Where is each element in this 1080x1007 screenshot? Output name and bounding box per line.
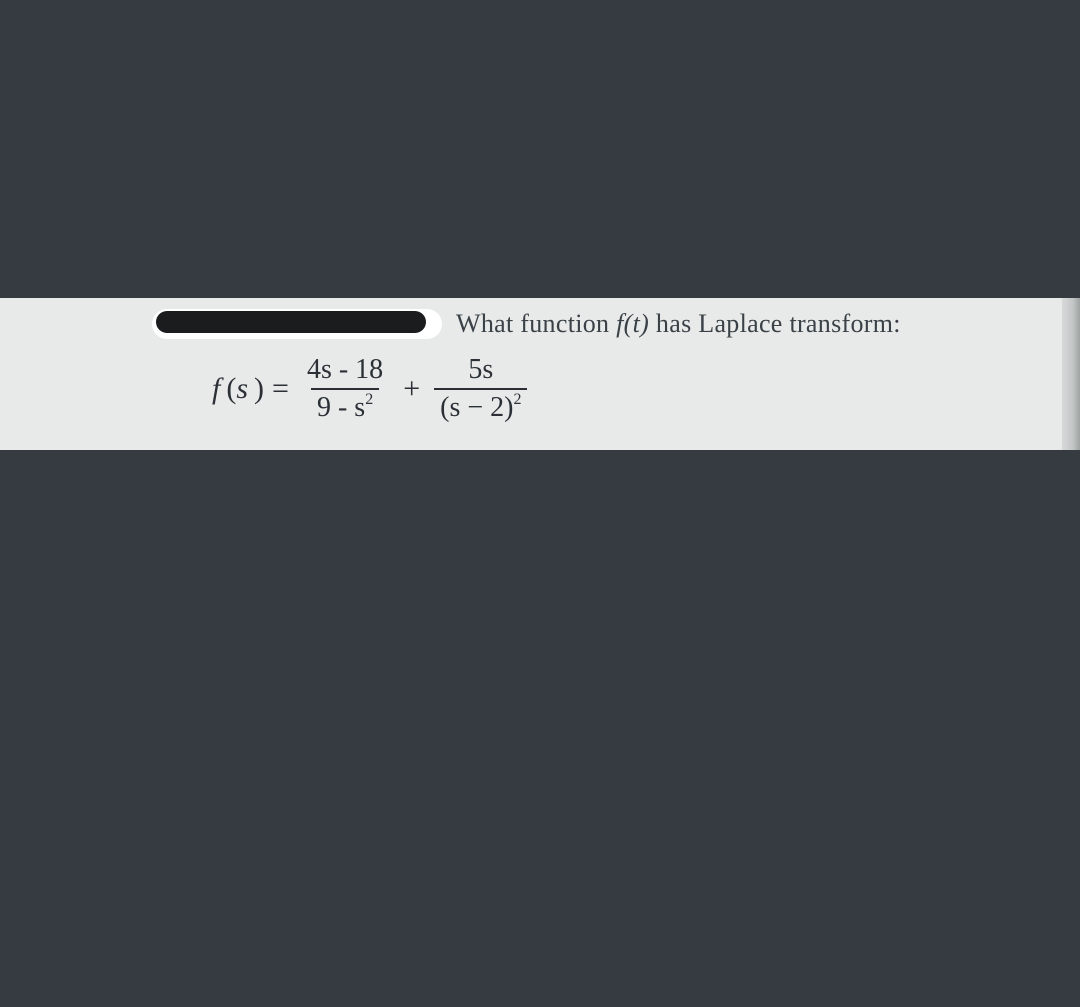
lhs-close: ) [254,372,264,406]
term2-den-exp: 2 [513,391,521,408]
term2-den-inner: s − 2 [449,392,504,423]
redaction-mark [152,309,442,339]
term2-denominator: (s − 2)2 [434,388,527,424]
equation: f ( s ) = 4s - 18 9 - s2 + 5s (s − 2)2 [212,354,1068,424]
fraction-term2: 5s (s − 2)2 [434,354,527,424]
term1-numerator: 4s - 18 [301,354,389,388]
lhs-f: f [212,372,220,406]
question-fn: f(t) [616,309,649,338]
fraction-term1: 4s - 18 9 - s2 [301,354,389,424]
lhs-var: s [236,372,248,406]
document-strip: What function f(t) has Laplace transform… [0,298,1080,450]
question-suffix: has Laplace transform: [649,309,901,338]
question-text: What function f(t) has Laplace transform… [456,309,901,339]
question-prefix: What function [456,309,616,338]
redaction-inner [156,311,426,333]
term1-den-base: 9 - s [317,392,365,423]
term2-numerator: 5s [462,354,499,388]
lhs-open: ( [226,372,236,406]
page-curl-edge [1062,298,1080,450]
term1-denominator: 9 - s2 [311,388,379,424]
plus: + [403,372,420,406]
equals: = [272,372,289,406]
term1-den-exp: 2 [365,391,373,408]
question-row: What function f(t) has Laplace transform… [12,306,1068,342]
